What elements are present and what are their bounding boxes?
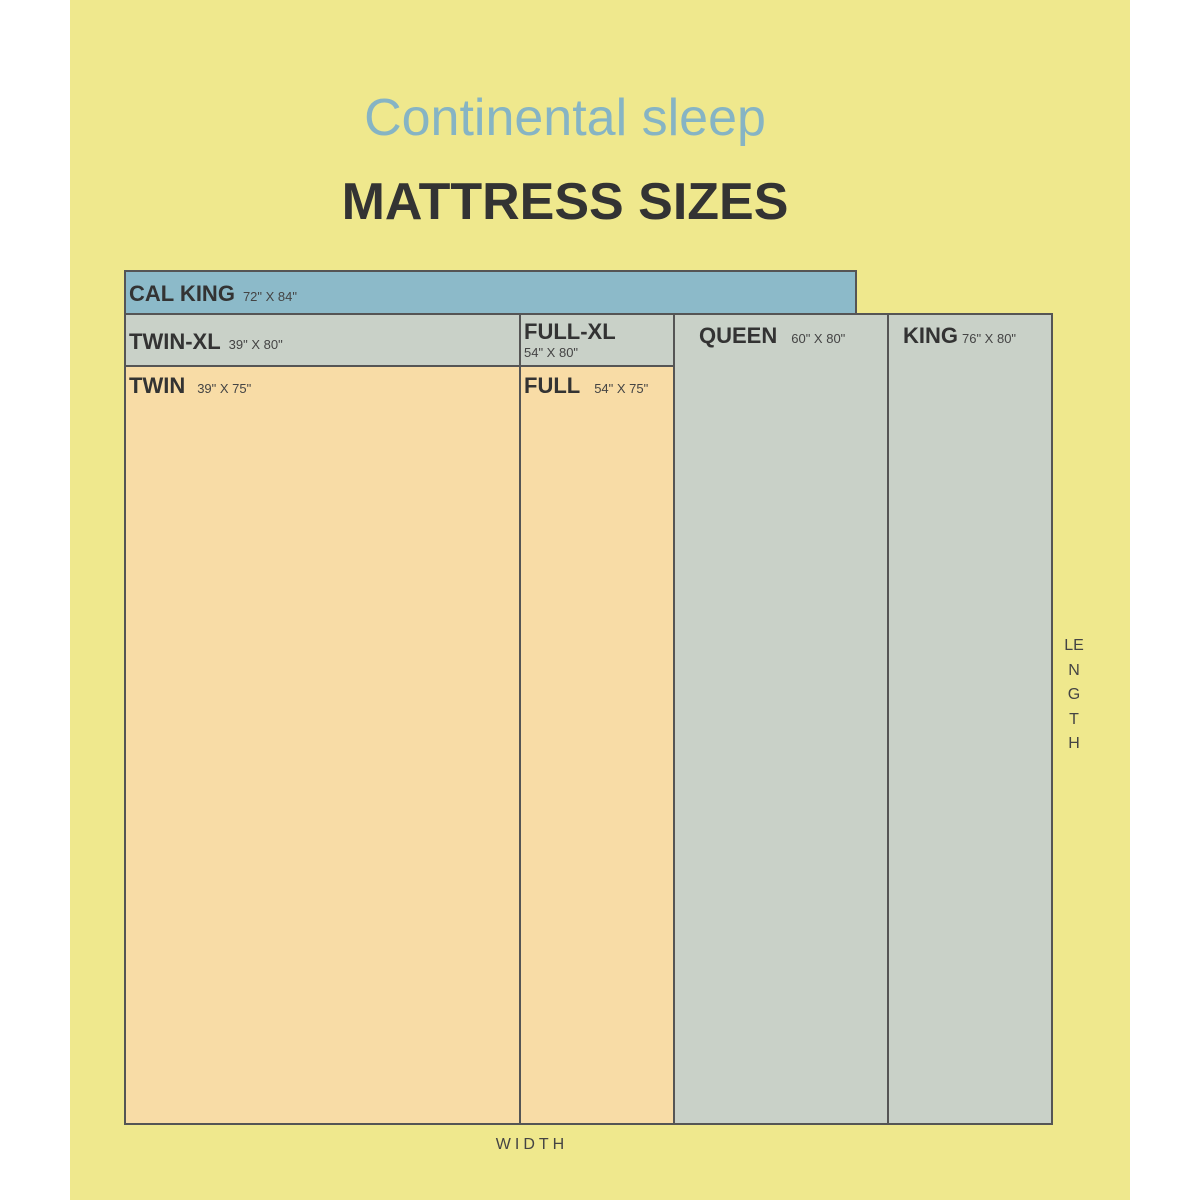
mattress-name: FULL [524, 373, 581, 398]
mattress-name: TWIN-XL [129, 329, 221, 354]
brand-title: Continental sleep [364, 89, 766, 147]
mattress-name: CAL KING [129, 281, 235, 306]
page-title: MATTRESS SIZES [341, 173, 789, 231]
mattress-full-xl: FULL-XL 54" X 80" [519, 313, 675, 367]
mattress-dims: 39" X 75" [197, 381, 252, 396]
mattress-dims: 39" X 80" [228, 337, 283, 352]
mattress-twin-xl: TWIN-XL 39" X 80" [124, 313, 521, 367]
mattress-king: KING 76" X 80" [887, 313, 1053, 1125]
mattress-dims: 60" X 80" [791, 331, 846, 346]
mattress-name: FULL-XL [524, 319, 616, 344]
mattress-queen: QUEEN 60" X 80" [673, 313, 889, 1125]
mattress-dims: 76" X 80" [962, 331, 1017, 346]
width-axis-label: WIDTH [495, 1136, 569, 1153]
length-axis-label: LENGTH [1064, 637, 1084, 752]
mattress-full: FULL 54" X 75" [519, 365, 675, 1125]
mattress-dims: 54" X 80" [524, 345, 579, 360]
mattress-twin: TWIN 39" X 75" [124, 365, 521, 1125]
mattress-name: QUEEN [699, 323, 778, 348]
mattress-cal-king: CAL KING 72" X 84" [124, 270, 857, 315]
mattress-name: KING [903, 323, 958, 348]
mattress-dims: 54" X 75" [594, 381, 649, 396]
mattress-name: TWIN [129, 373, 186, 398]
mattress-dims: 72" X 84" [242, 289, 297, 304]
